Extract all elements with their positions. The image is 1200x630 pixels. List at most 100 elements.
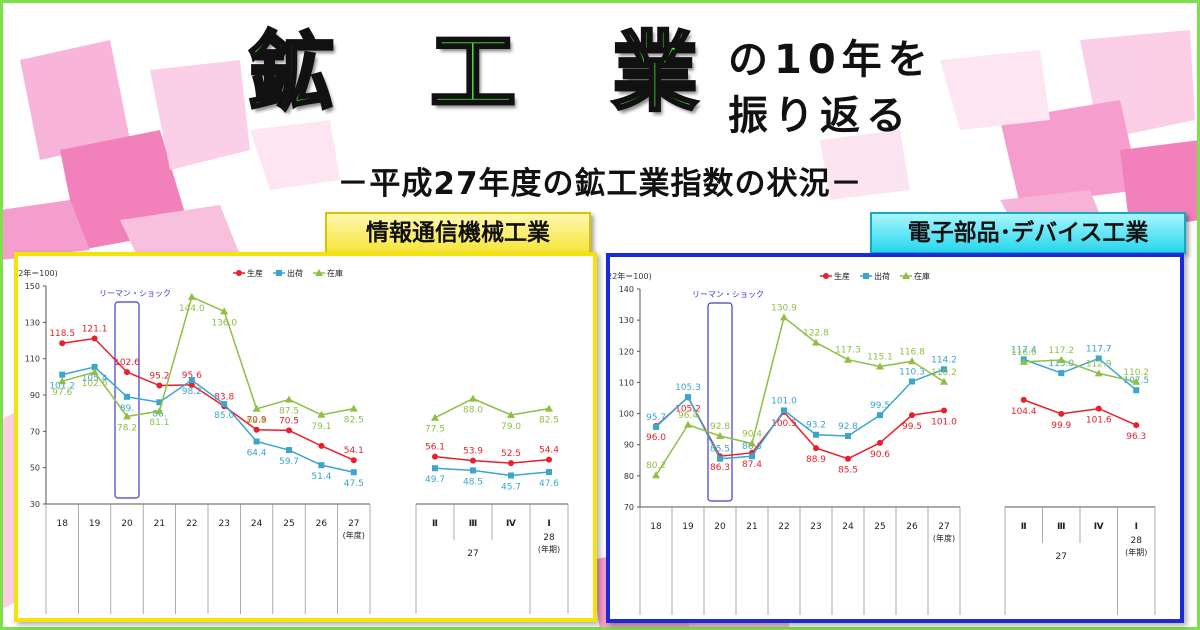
series-line-quarter [434, 467, 550, 477]
x-category-label: 24 [842, 522, 854, 532]
data-label: 117.4 [1011, 345, 1037, 355]
data-label: 45.7 [501, 482, 521, 492]
data-label: 99.5 [870, 401, 890, 411]
series-line-quarter [1023, 399, 1137, 426]
data-label: 101.2 [49, 382, 75, 392]
x-category-label: 26 [316, 519, 328, 529]
data-label: 121.1 [82, 325, 108, 335]
data-label: 78.2 [117, 423, 137, 433]
data-point [124, 369, 130, 376]
data-label: 56.1 [425, 443, 445, 453]
data-label: 70.5 [279, 416, 299, 426]
legend-marker [315, 269, 323, 276]
data-point [188, 381, 195, 388]
data-point [1057, 356, 1066, 364]
data-label: 77.5 [425, 425, 445, 435]
legend-marker [863, 273, 869, 279]
data-point [877, 439, 883, 446]
data-point [749, 453, 755, 460]
data-point [286, 447, 292, 454]
x-quarter-label: Ⅳ [506, 519, 516, 529]
data-label: 93.2 [806, 421, 826, 431]
x-category-label: 26 [906, 522, 918, 532]
data-point [318, 462, 325, 469]
legend-label: 生産 [247, 268, 263, 278]
data-label: 116.8 [899, 347, 925, 357]
data-point [813, 445, 819, 452]
data-point [188, 377, 195, 384]
x-category-label: 18 [56, 519, 68, 529]
x-category-label: 24 [251, 519, 263, 529]
data-label: 79.1 [311, 422, 331, 432]
data-label: 114.2 [931, 355, 957, 365]
data-label: 95.7 [646, 413, 666, 423]
data-point [187, 292, 196, 300]
x-unit-label: (年期) [538, 544, 560, 554]
data-point [432, 465, 438, 472]
data-point [59, 371, 66, 378]
data-point [508, 472, 514, 479]
data-point [1019, 357, 1028, 365]
data-point [545, 404, 553, 412]
legend-marker [236, 270, 242, 276]
data-point [431, 413, 439, 421]
data-point [432, 453, 438, 460]
data-label: 86. [152, 409, 166, 419]
y-tick-label: 30 [30, 500, 40, 509]
data-point [221, 401, 228, 408]
data-label: 82.4 [247, 416, 267, 426]
x-category-label: 27 [938, 522, 949, 532]
y-tick-label: 50 [30, 464, 40, 473]
data-label: 110.3 [899, 367, 925, 377]
data-label: 105.2 [675, 404, 701, 414]
data-point [1020, 396, 1027, 403]
lehman-shock-label: リーマン・ショック [692, 290, 764, 299]
data-label: 90.4 [742, 429, 762, 439]
data-point [155, 407, 164, 415]
data-label: 86.3 [710, 463, 730, 473]
left-chart-panel: (22年＝100) 30 50 70 90 110 130 150 18 19 20 21 22 23 24… [10, 252, 597, 622]
data-label: 112.9 [1086, 359, 1112, 369]
x-category-label: 18 [650, 522, 662, 532]
legend-label: 出荷 [287, 268, 303, 278]
title-line-1: の10年を [728, 37, 934, 83]
y-tick-label: 120 [619, 347, 634, 356]
data-label: 99.9 [1051, 421, 1071, 431]
data-label: 116.6 [1011, 348, 1037, 358]
x-quarter-label: Ⅱ [432, 519, 438, 529]
data-label: 83.8 [214, 392, 234, 402]
data-point [1132, 377, 1141, 385]
data-label: 113.0 [1048, 359, 1074, 369]
legend-label: 生産 [834, 271, 850, 281]
data-point [253, 438, 260, 445]
left-chart: (22年＝100) 30 50 70 90 110 130 150 18 19 20 21 22 23 24… [10, 268, 569, 614]
data-point [845, 432, 851, 439]
data-point [1133, 422, 1140, 429]
data-label: 96.4 [678, 411, 698, 421]
legend-marker [902, 272, 910, 279]
subtitle: －平成27年度の鉱工業指数の状況－ [337, 166, 863, 202]
data-label: 110.2 [1123, 368, 1149, 378]
data-label: 144.0 [179, 304, 205, 314]
lehman-shock-box [114, 301, 140, 499]
data-label: 51.4 [311, 472, 331, 482]
data-point [844, 355, 852, 363]
x-category-label: 23 [218, 519, 229, 529]
x-year-label: 27 [1056, 552, 1067, 562]
x-quarter-label: Ⅳ [1094, 522, 1104, 532]
data-label: 47.5 [344, 479, 364, 489]
data-point [508, 460, 514, 467]
data-label: 49.7 [425, 475, 445, 485]
x-unit-label: (年度) [343, 530, 365, 540]
x-category-label: 23 [810, 522, 821, 532]
series-line-annual [62, 366, 354, 473]
x-category-label: 20 [714, 522, 726, 532]
data-point [58, 377, 67, 385]
data-label: 59.7 [279, 457, 299, 467]
data-point [941, 407, 947, 414]
title-line-2: 振り返る [728, 93, 912, 139]
data-point [317, 410, 326, 418]
data-label: 89. [120, 404, 134, 414]
data-point [546, 469, 552, 476]
